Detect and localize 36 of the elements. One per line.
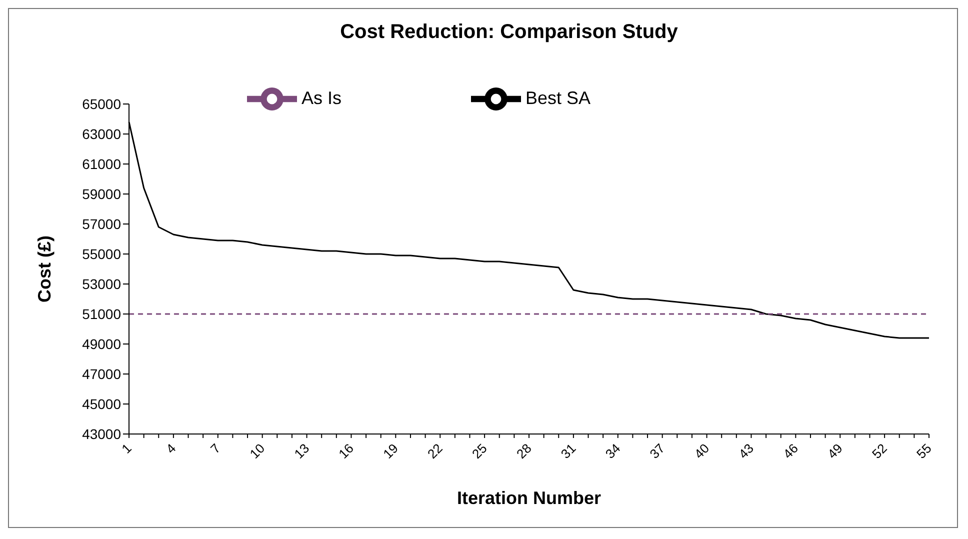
x-tick-label: 10 — [246, 440, 268, 462]
chart-title: Cost Reduction: Comparison Study — [339, 21, 679, 44]
y-tick-label: 63000 — [82, 126, 122, 142]
x-tick-label: 19 — [380, 440, 401, 462]
x-tick-label: 43 — [736, 440, 757, 462]
x-tick-label: 34 — [602, 440, 624, 462]
x-tick-label: 40 — [691, 440, 712, 462]
y-tick-label: 45000 — [82, 396, 122, 412]
y-tick-label: 65000 — [82, 96, 122, 112]
x-tick-label: 31 — [558, 440, 579, 462]
x-tick-label: 55 — [913, 440, 934, 462]
x-tick-label: 1 — [118, 440, 134, 456]
x-tick-label: 46 — [780, 440, 801, 462]
y-tick-label: 49000 — [82, 336, 122, 352]
legend-label: Best SA — [525, 88, 591, 108]
x-tick-label: 28 — [513, 440, 534, 462]
x-axis-title: Iteration Number — [456, 488, 602, 508]
y-tick-label: 55000 — [82, 246, 122, 262]
y-axis-title: Cost (£) — [34, 235, 54, 302]
y-tick-label: 43000 — [82, 426, 122, 442]
x-tick-label: 13 — [291, 440, 312, 462]
x-tick-label: 49 — [824, 440, 846, 462]
legend-label: As Is — [301, 88, 342, 108]
x-tick-label: 37 — [646, 440, 668, 462]
x-tick-label: 7 — [207, 440, 224, 456]
y-tick-label: 61000 — [82, 156, 122, 172]
x-tick-label: 22 — [424, 440, 446, 462]
y-tick-label: 57000 — [82, 216, 122, 232]
y-tick-label: 53000 — [82, 276, 122, 292]
x-tick-label: 25 — [469, 440, 490, 462]
x-tick-label: 16 — [336, 440, 357, 462]
x-tick-label: 4 — [163, 440, 179, 456]
y-tick-label: 59000 — [82, 186, 122, 202]
y-tick-label: 51000 — [82, 306, 122, 322]
x-tick-label: 52 — [869, 440, 890, 462]
y-tick-label: 47000 — [82, 366, 122, 382]
